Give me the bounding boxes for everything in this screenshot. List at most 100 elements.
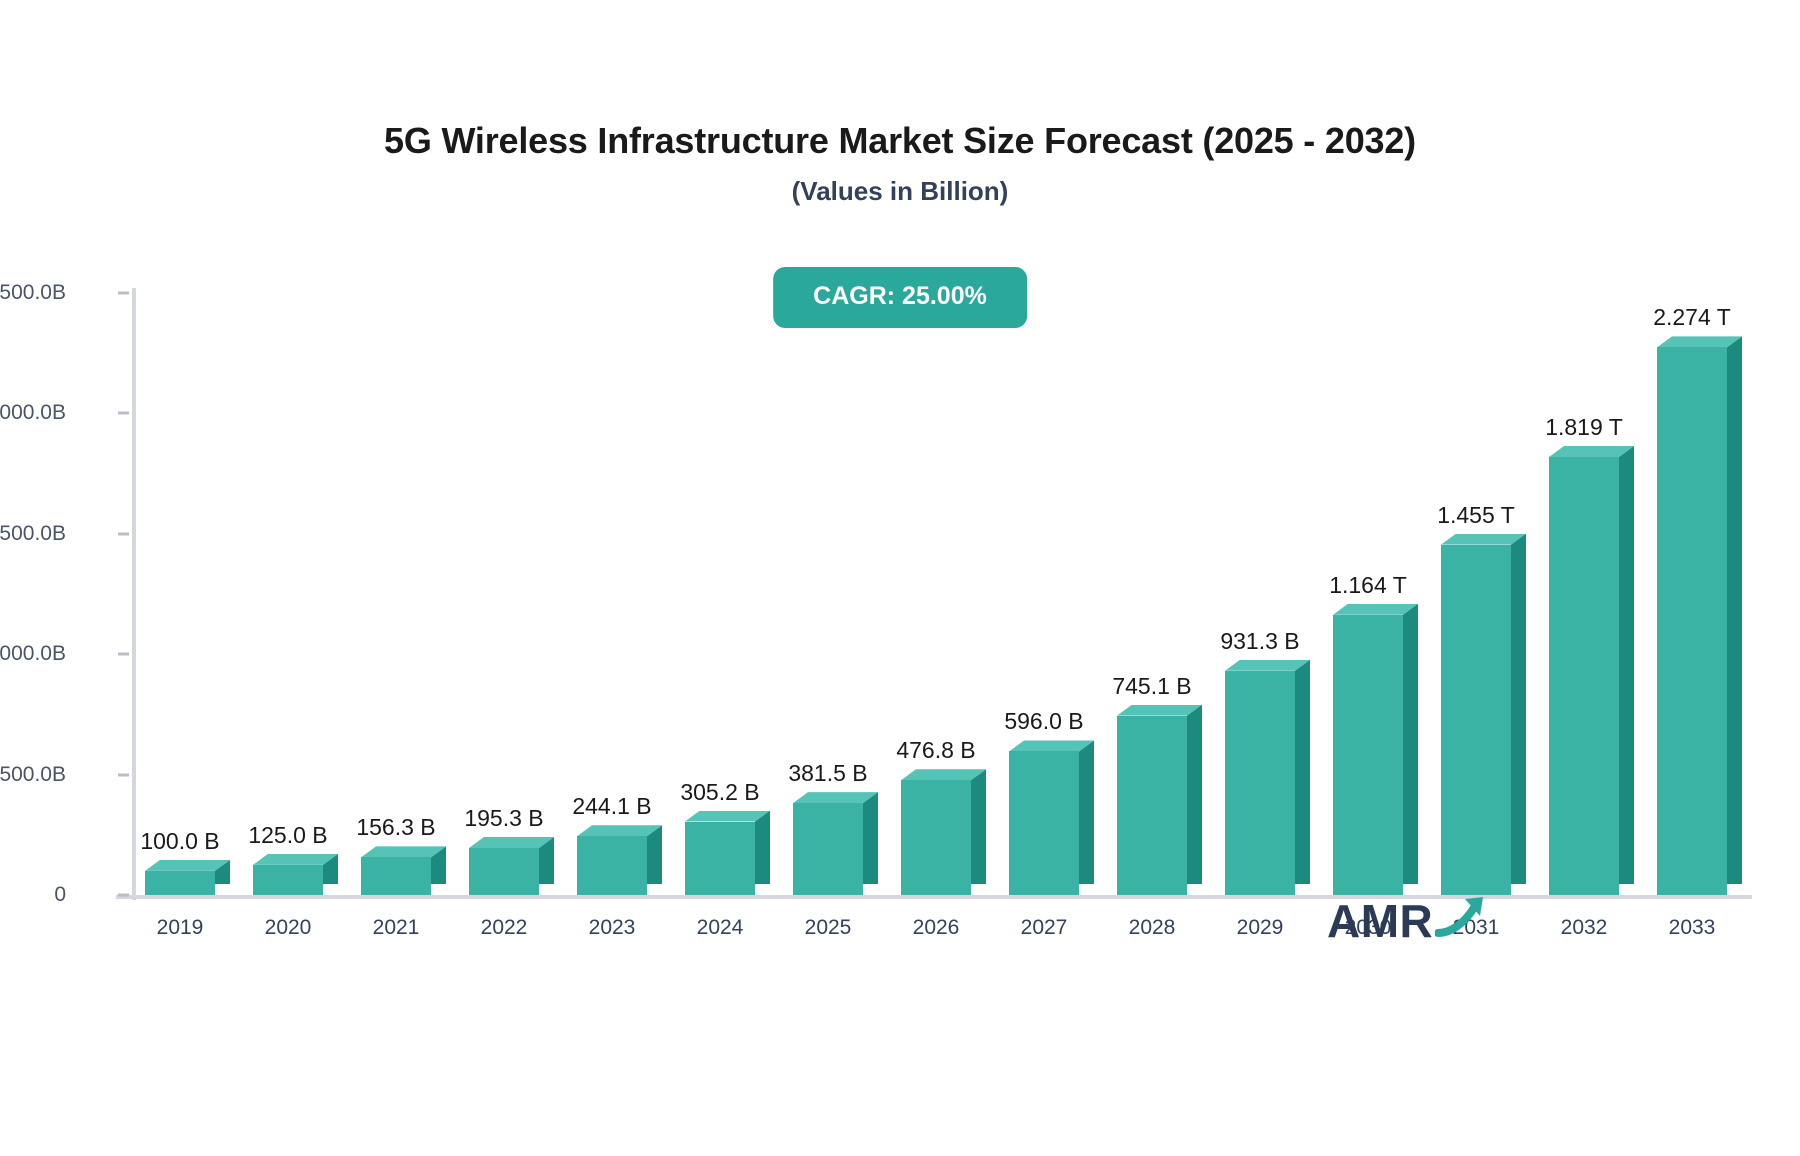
- bar-top-face: [1009, 740, 1094, 751]
- bar-side-face: [971, 769, 986, 884]
- bar-top-face: [1549, 446, 1634, 457]
- cagr-badge: CAGR: 25.00%: [773, 267, 1027, 328]
- bar-column[interactable]: 596.0 B: [1004, 293, 1094, 895]
- bar-top-face: [1117, 705, 1202, 716]
- x-axis-tick-label: 2032: [1560, 916, 1608, 939]
- bar-value-label: 305.2 B: [680, 778, 760, 805]
- bar-front-face: [1333, 614, 1403, 895]
- x-axis-tick-label: 2020: [264, 916, 312, 939]
- y-axis-tick-mark: [118, 773, 129, 777]
- bar-front-face: [1009, 751, 1079, 895]
- bar-column[interactable]: 476.8 B: [896, 293, 986, 895]
- bar-value-label: 1.455 T: [1437, 501, 1515, 528]
- bar-front-face: [577, 836, 647, 895]
- bar-front-face: [793, 803, 863, 895]
- x-axis-tick-label: 2019: [156, 916, 204, 939]
- y-axis-line: [132, 288, 136, 900]
- x-axis-line: [116, 895, 1752, 899]
- bar-side-face: [1079, 740, 1094, 884]
- bar-top-face: [253, 854, 338, 865]
- y-axis-tick-label: 1500.0B: [0, 521, 66, 545]
- bar-value-label: 195.3 B: [464, 804, 544, 831]
- bar-value-label: 125.0 B: [248, 821, 328, 848]
- bar-front-face: [1117, 715, 1187, 895]
- y-axis-tick-mark: [118, 893, 129, 897]
- bar-side-face: [1187, 704, 1202, 884]
- bar-side-face: [1727, 336, 1742, 884]
- bar-value-label: 476.8 B: [896, 737, 976, 764]
- x-axis-tick-label: 2033: [1668, 916, 1716, 939]
- bar-top-face: [685, 811, 770, 822]
- bar-front-face: [469, 847, 539, 895]
- page-title: 5G Wireless Infrastructure Market Size F…: [384, 120, 1416, 161]
- bar-side-face: [1403, 603, 1418, 884]
- bar-side-face: [755, 810, 770, 884]
- y-axis-tick-label: 2000.0B: [0, 401, 66, 425]
- bar-top-face: [469, 837, 554, 848]
- bar-column[interactable]: 305.2 B: [680, 293, 770, 895]
- y-axis-tick-label: 2500.0B: [0, 281, 66, 304]
- bar-front-face: [253, 864, 323, 895]
- bar-top-face: [577, 825, 662, 836]
- x-axis-tick-label: 2026: [912, 916, 960, 939]
- bar-side-face: [1511, 533, 1526, 884]
- x-axis-tick-label: 2029: [1236, 916, 1284, 939]
- bar-side-face: [431, 846, 446, 884]
- bar-front-face: [1441, 544, 1511, 895]
- bar-front-face: [1657, 347, 1727, 895]
- bar-value-label: 2.274 T: [1653, 304, 1731, 331]
- bar-value-label: 596.0 B: [1004, 708, 1084, 735]
- up-right-arrow-icon: [1434, 893, 1487, 942]
- bar-front-face: [361, 857, 431, 895]
- bar-column[interactable]: 1.455 T: [1437, 293, 1526, 895]
- bar-column[interactable]: 156.3 B: [356, 293, 446, 895]
- bar-value-label: 1.164 T: [1329, 571, 1407, 598]
- bar-column[interactable]: 2.274 T: [1653, 293, 1742, 895]
- bar-value-label: 931.3 B: [1220, 627, 1300, 654]
- x-axis-tick-label: 2027: [1020, 916, 1068, 939]
- amr-logo: AMR: [1327, 893, 1487, 944]
- y-axis-tick-mark: [118, 652, 129, 656]
- y-axis-tick-label: 0: [54, 883, 66, 906]
- bar-front-face: [1549, 457, 1619, 895]
- bar-value-label: 745.1 B: [1112, 672, 1192, 699]
- bar-series: 100.0 B 125.0 B 156.3 B 195.3 B 244.1 B 305.2…: [132, 288, 1752, 900]
- bar-column[interactable]: 1.819 T: [1545, 293, 1634, 895]
- x-axis-tick-label: 2022: [480, 916, 528, 939]
- bar-top-face: [1225, 660, 1310, 671]
- amr-logo-text: AMR: [1327, 895, 1434, 947]
- bar-value-label: 100.0 B: [140, 827, 220, 854]
- bar-front-face: [1225, 670, 1295, 895]
- chart-subtitle: (Values in Billion): [791, 176, 1009, 206]
- bar-top-face: [1441, 534, 1526, 545]
- bar-value-label: 381.5 B: [788, 760, 868, 787]
- bar-column[interactable]: 1.164 T: [1329, 293, 1418, 895]
- bar-top-face: [145, 860, 230, 871]
- bar-column[interactable]: 244.1 B: [572, 293, 662, 895]
- plot-area: 100.0 B 125.0 B 156.3 B 195.3 B 244.1 B 305.2…: [0, 281, 1752, 939]
- bar-front-face: [901, 780, 971, 895]
- bar-column[interactable]: 125.0 B: [248, 293, 338, 895]
- bar-column[interactable]: 931.3 B: [1220, 293, 1310, 895]
- bar-front-face: [685, 821, 755, 895]
- y-axis-tick-label: 1000.0B: [0, 642, 66, 666]
- x-axis-tick-label: 2025: [804, 916, 852, 939]
- bar-value-label: 1.819 T: [1545, 414, 1623, 440]
- x-axis-tick-label: 2023: [588, 916, 636, 939]
- bar-column[interactable]: 100.0 B: [140, 293, 230, 895]
- bar-column[interactable]: 381.5 B: [788, 293, 878, 895]
- y-axis-tick-mark: [118, 532, 129, 536]
- bar-value-label: 244.1 B: [572, 793, 652, 820]
- bar-side-face: [1619, 446, 1634, 884]
- bar-top-face: [361, 846, 446, 857]
- bar-top-face: [901, 769, 986, 780]
- bar-side-face: [539, 836, 554, 884]
- y-axis-tick-mark: [118, 291, 129, 295]
- x-axis-tick-label: 2021: [372, 916, 420, 939]
- y-axis-tick-label: 500.0B: [0, 762, 66, 786]
- bar-column[interactable]: 745.1 B: [1112, 293, 1202, 895]
- bar-column[interactable]: 195.3 B: [464, 293, 554, 895]
- x-axis-tick-label: 2028: [1128, 916, 1176, 939]
- y-axis-tick-mark: [118, 411, 129, 415]
